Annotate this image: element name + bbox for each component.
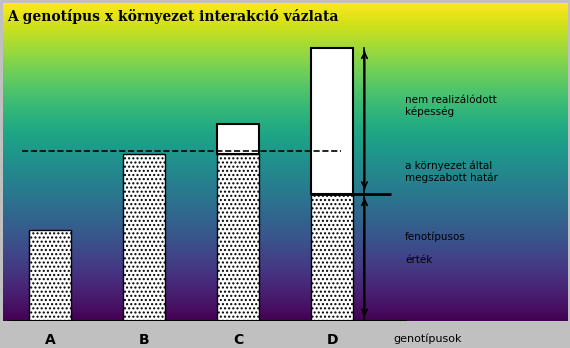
Bar — [217, 124, 259, 154]
Bar — [311, 48, 353, 194]
Text: D: D — [326, 333, 338, 347]
Text: A genotípus x környezet interakció vázlata: A genotípus x környezet interakció vázla… — [7, 9, 339, 24]
Text: a környezet által
megszabott határ: a környezet által megszabott határ — [405, 160, 498, 183]
Bar — [311, 194, 353, 321]
Bar — [217, 154, 259, 321]
Text: C: C — [233, 333, 243, 347]
Text: A: A — [44, 333, 55, 347]
Text: nem realizálódott
képesség: nem realizálódott képesség — [405, 95, 496, 117]
Text: fenotípusos

érték: fenotípusos érték — [405, 231, 466, 265]
Bar — [28, 230, 71, 321]
Text: genotípusok: genotípusok — [393, 333, 462, 343]
Text: B: B — [139, 333, 149, 347]
Bar — [123, 154, 165, 321]
